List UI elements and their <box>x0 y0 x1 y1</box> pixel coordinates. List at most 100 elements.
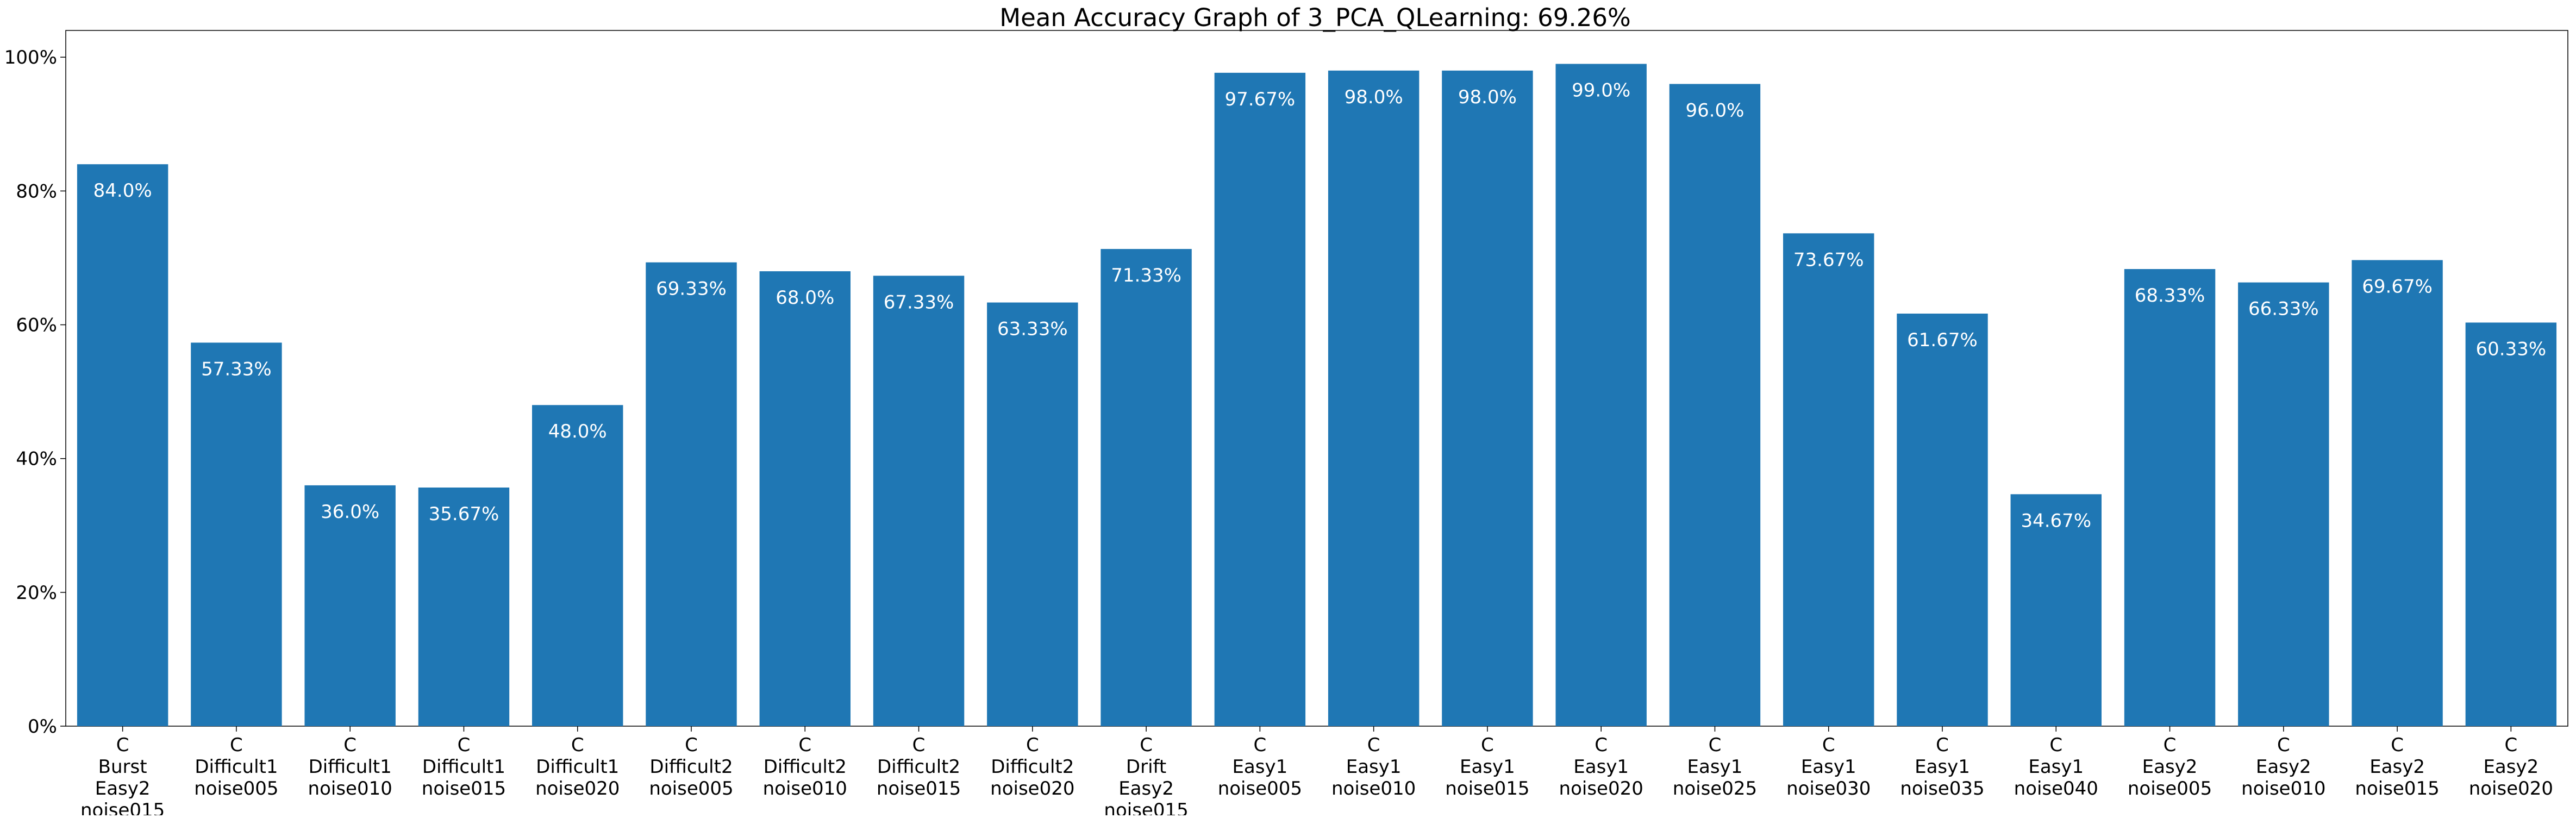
x-tick-label: C Easy1 noise025 <box>1673 734 1757 800</box>
bar <box>2465 322 2557 726</box>
x-tick-label-line: Easy1 <box>1573 756 1629 778</box>
plot-frame <box>65 30 2568 727</box>
y-tick-label: 0% <box>28 716 57 738</box>
bar <box>1442 70 1533 726</box>
bar-value-label: 73.67% <box>1793 249 1864 271</box>
x-tick-label-line: noise035 <box>1900 778 1984 800</box>
x-tick-label-line: Burst <box>98 756 147 778</box>
x-tick-label-line: Difficult1 <box>195 756 278 778</box>
bar <box>191 342 282 726</box>
x-tick-label-line: noise020 <box>1559 778 1643 800</box>
bar-value-label: 84.0% <box>93 180 152 202</box>
x-tick-label: C Difficult2 noise010 <box>763 734 847 800</box>
x-tick-label: C Easy2 noise020 <box>2469 734 2553 800</box>
bar <box>418 487 510 726</box>
x-tick-label-line: Drift <box>1126 756 1166 778</box>
x-tick-label-line: C <box>2504 734 2517 756</box>
bar <box>2238 282 2329 726</box>
x-tick-label-line: noise010 <box>308 778 392 800</box>
x-tick-label-line: noise005 <box>1218 778 1302 800</box>
bar <box>1897 313 1988 726</box>
x-tick-label: C Difficult1 noise010 <box>308 734 392 800</box>
x-tick-label: C Difficult2 noise020 <box>990 734 1074 800</box>
bar-value-label: 57.33% <box>201 358 272 380</box>
x-tick-label: C Difficult2 noise005 <box>649 734 733 800</box>
x-tick-label-line: Difficult2 <box>764 756 847 778</box>
bar <box>646 262 737 726</box>
bar <box>1783 233 1874 726</box>
x-tick-label-line: C <box>1595 734 1608 756</box>
bar-value-label: 98.0% <box>1345 86 1403 108</box>
bar <box>2124 269 2216 726</box>
bar-value-label: 36.0% <box>321 501 379 523</box>
x-tick-label-line: Difficult2 <box>877 756 960 778</box>
bar <box>1214 72 1306 726</box>
x-tick-label-line: C <box>2277 734 2290 756</box>
x-tick-label-line: noise015 <box>1445 778 1529 800</box>
x-tick-label-line: noise015 <box>1104 800 1188 815</box>
x-tick-label-line: noise015 <box>422 778 506 800</box>
x-tick-label-line: C <box>458 734 471 756</box>
bar-value-label: 69.67% <box>2362 276 2433 298</box>
x-tick-label-line: C <box>1709 734 1722 756</box>
bar-value-label: 68.33% <box>2135 285 2205 307</box>
x-tick-label-line: C <box>1822 734 1835 756</box>
bar-value-label: 60.33% <box>2476 338 2547 360</box>
bar-value-label: 98.0% <box>1458 86 1517 108</box>
x-tick-label-line: noise020 <box>535 778 620 800</box>
x-tick-label-line: Easy1 <box>2028 756 2084 778</box>
x-tick-label-line: noise005 <box>649 778 733 800</box>
x-tick-label-line: Easy2 <box>2256 756 2311 778</box>
x-tick-label-line: C <box>1936 734 1949 756</box>
bar-value-label: 34.67% <box>2021 510 2091 532</box>
x-tick-label: C Drift Easy2 noise015 <box>1104 734 1188 815</box>
x-tick-label: C Difficult1 noise015 <box>422 734 506 800</box>
x-tick-label-line: Easy2 <box>1118 778 1174 800</box>
x-tick-label-line: Easy1 <box>1232 756 1287 778</box>
x-tick-label: C Difficult1 noise005 <box>194 734 278 800</box>
x-tick-label-line: C <box>685 734 698 756</box>
x-tick-label-line: C <box>2391 734 2404 756</box>
x-tick-label-line: Difficult1 <box>536 756 619 778</box>
bar-value-label: 97.67% <box>1225 89 1296 110</box>
x-tick-label-line: C <box>1367 734 1380 756</box>
x-tick-label-line: C <box>1026 734 1039 756</box>
x-tick-label: C Easy1 noise020 <box>1559 734 1643 800</box>
bar-value-label: 96.0% <box>1685 99 1744 121</box>
x-tick-label-line: Easy2 <box>2369 756 2425 778</box>
bar <box>1328 70 1420 726</box>
y-tick-label: 40% <box>16 448 57 470</box>
x-tick-label-line: noise020 <box>2469 778 2553 800</box>
y-tick-label: 100% <box>4 47 57 68</box>
x-tick-label-line: C <box>798 734 811 756</box>
x-tick-label-line: noise005 <box>194 778 278 800</box>
bar <box>873 276 965 726</box>
bar-value-label: 69.33% <box>656 278 727 300</box>
x-tick-label-line: noise025 <box>1673 778 1757 800</box>
x-tick-label-line: C <box>116 734 129 756</box>
x-tick-label: C Easy1 noise040 <box>2014 734 2098 800</box>
bar-value-label: 68.0% <box>776 287 834 309</box>
bar <box>759 271 851 727</box>
x-tick-label-line: noise015 <box>877 778 961 800</box>
x-tick-label-line: Difficult1 <box>422 756 505 778</box>
x-tick-label: C Easy2 noise005 <box>2128 734 2212 800</box>
x-tick-label-line: noise010 <box>2241 778 2325 800</box>
bar <box>304 485 396 726</box>
x-tick-label: C Difficult1 noise020 <box>535 734 620 800</box>
bar <box>1101 249 1192 727</box>
x-tick-label-line: Difficult1 <box>309 756 392 778</box>
x-tick-label-line: C <box>230 734 243 756</box>
x-tick-label-line: noise010 <box>763 778 847 800</box>
x-tick-label: C Easy1 noise010 <box>1331 734 1416 800</box>
x-tick-label: C Easy1 noise035 <box>1900 734 1984 800</box>
y-tick-label: 80% <box>16 180 57 202</box>
x-tick-label-line: Easy1 <box>1687 756 1743 778</box>
x-tick-label-line: Difficult2 <box>649 756 733 778</box>
x-tick-label: C Difficult2 noise015 <box>877 734 961 800</box>
x-tick-label-line: noise010 <box>1331 778 1416 800</box>
x-tick-label-line: noise020 <box>990 778 1074 800</box>
x-tick-label: C Easy1 noise005 <box>1218 734 1302 800</box>
x-tick-label-line: C <box>1140 734 1153 756</box>
